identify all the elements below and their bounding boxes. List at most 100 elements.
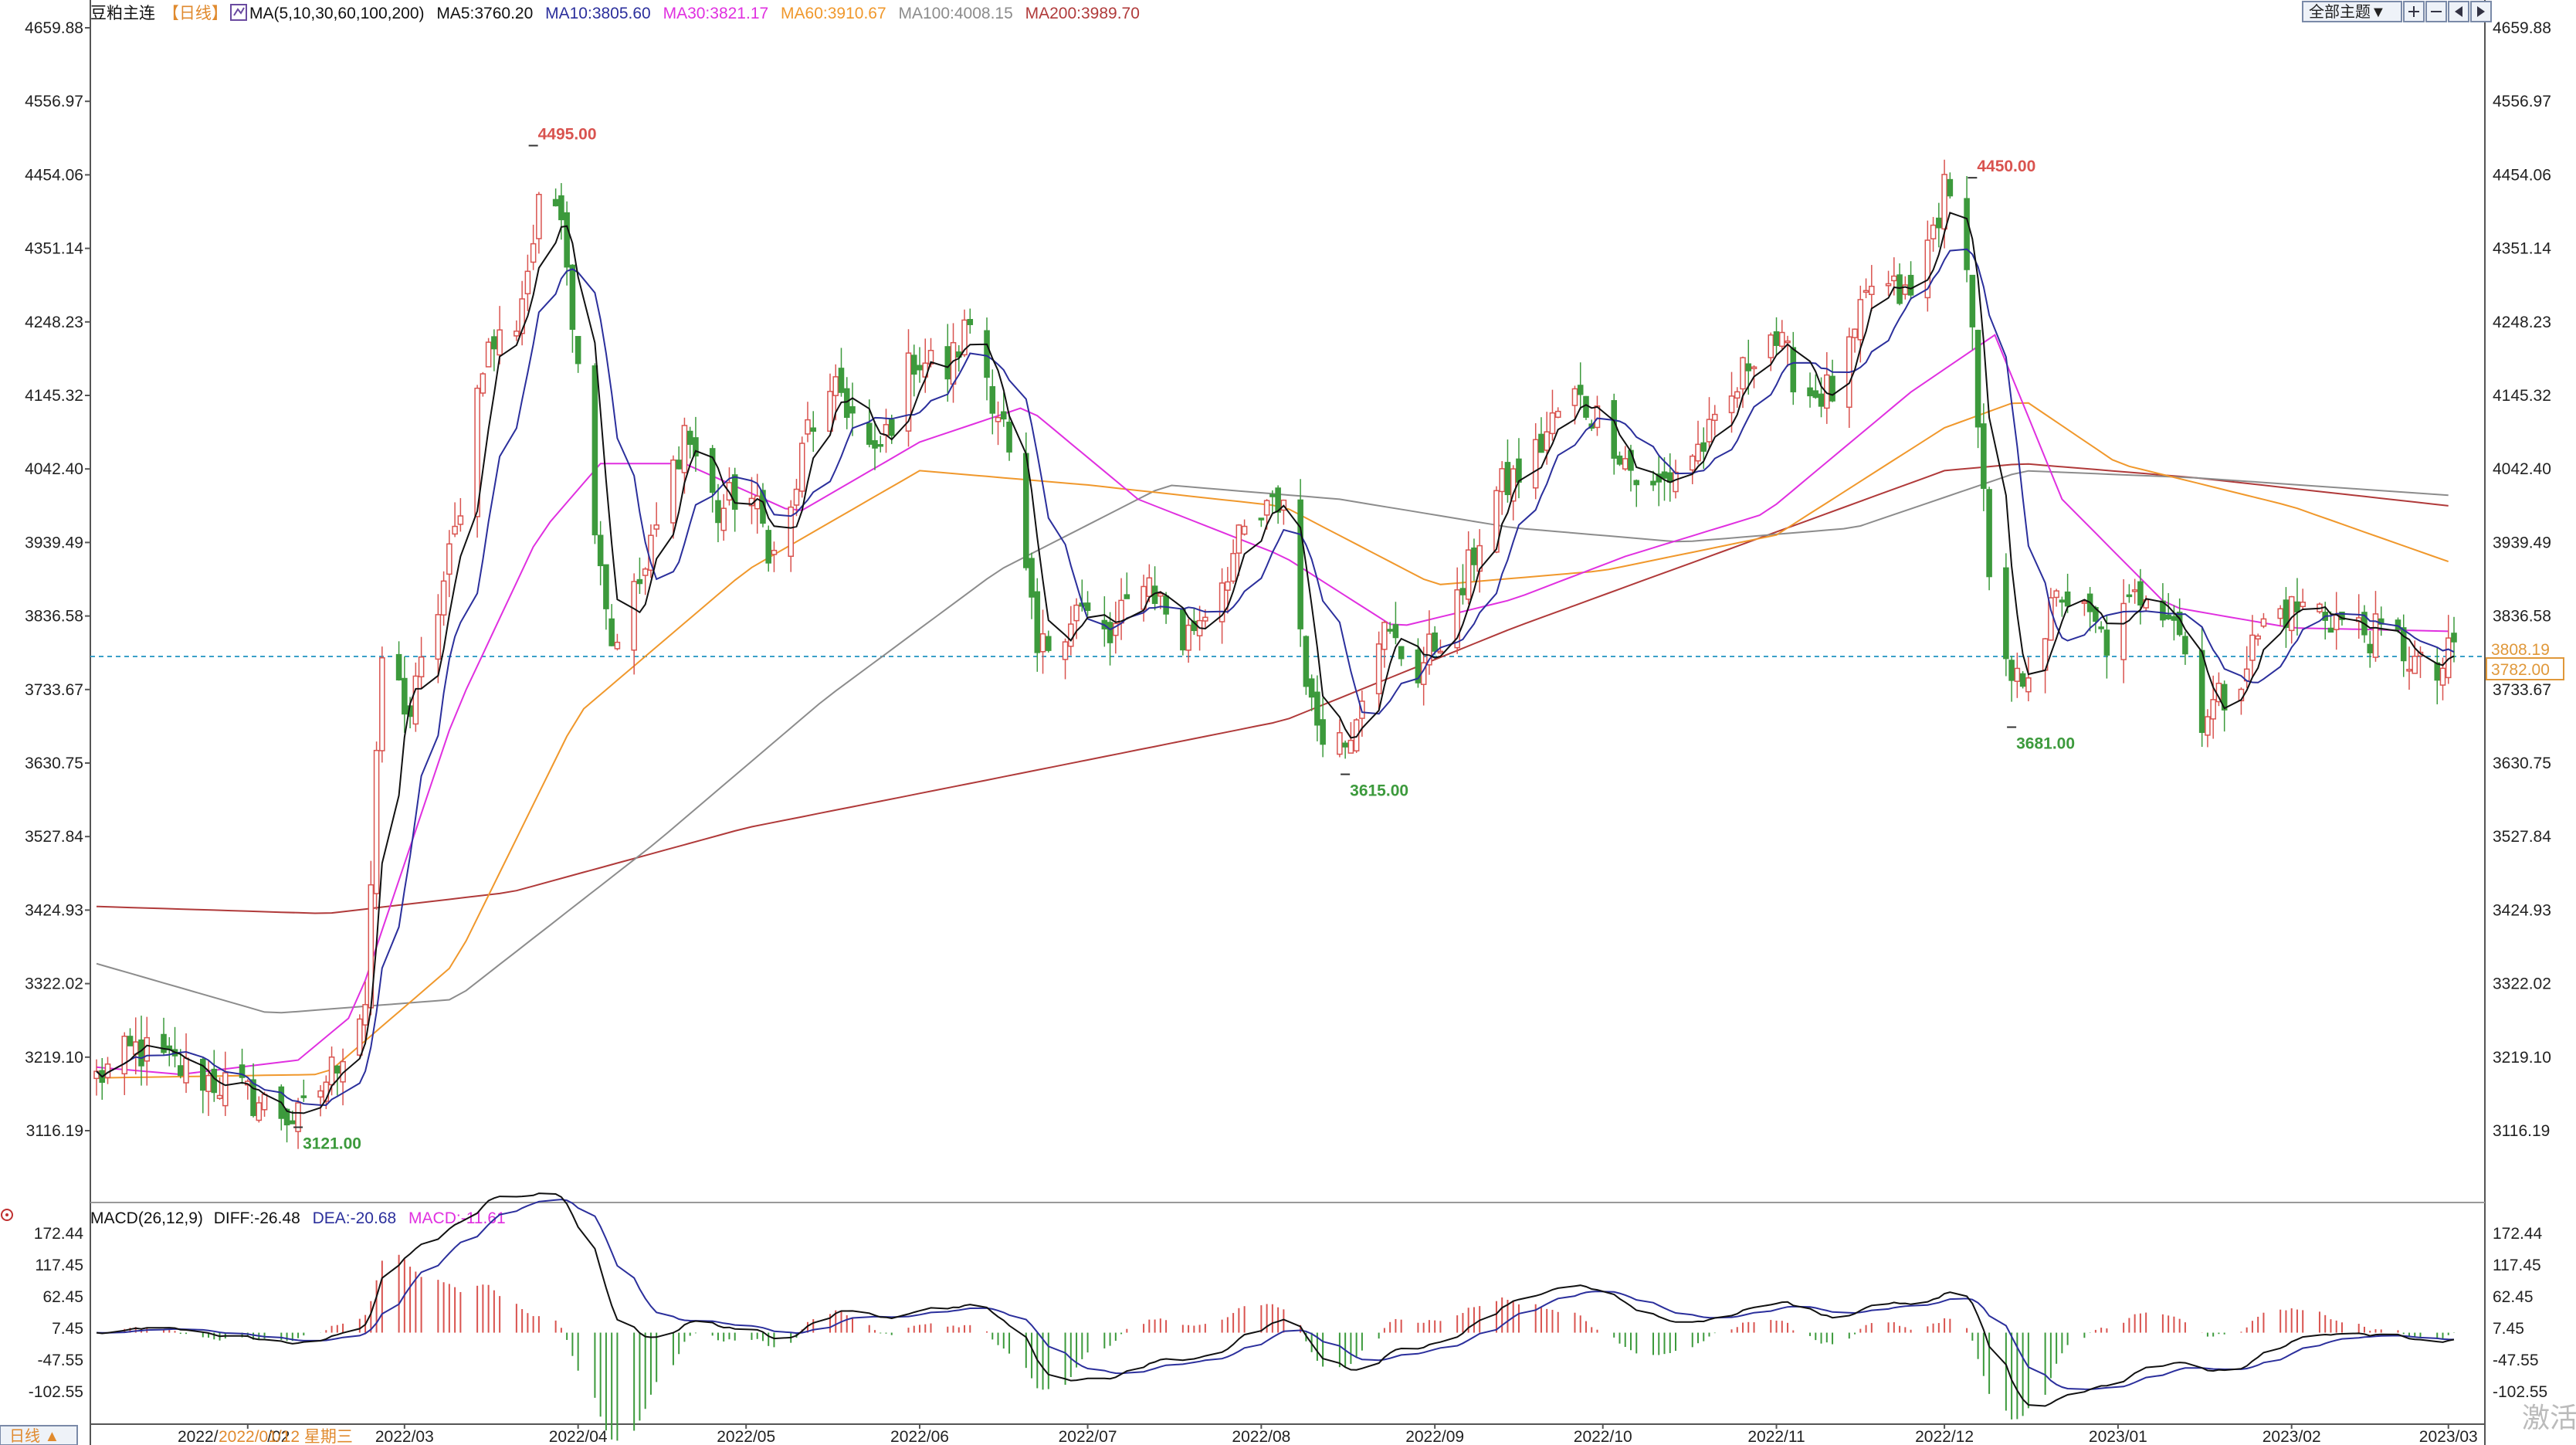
candle [1308, 674, 1315, 711]
candle-body [1981, 423, 1987, 489]
candle [2412, 640, 2418, 674]
candle-body [1426, 633, 1432, 666]
candle [984, 317, 990, 401]
candle-body [1751, 366, 1757, 369]
candle-body [1163, 595, 1169, 615]
candle-body [569, 264, 576, 331]
macd-tick-left: 62.45 [42, 1288, 83, 1306]
candle [1084, 591, 1091, 616]
candle-body [1308, 678, 1315, 698]
candle [1465, 531, 1472, 605]
candle [491, 329, 497, 371]
candle-body [805, 419, 811, 435]
candle [1258, 517, 1265, 527]
price-tick-right: 4351.14 [2493, 240, 2551, 258]
candle [771, 541, 778, 572]
macd-tick-right: -47.55 [2493, 1352, 2539, 1369]
candle [1807, 372, 1813, 408]
price-tick-left: 4042.40 [25, 460, 83, 478]
price-tick-right: 4248.23 [2493, 314, 2551, 331]
candle-body [575, 336, 581, 365]
candle-body [1034, 591, 1041, 653]
price-tick-right: 3939.49 [2493, 534, 2551, 551]
candle-body [1583, 395, 1589, 418]
candle-body [967, 318, 974, 325]
zoom-in-icon[interactable] [2403, 1, 2425, 22]
period-button[interactable] [0, 1425, 78, 1445]
candle [2098, 621, 2104, 633]
candle-body [1734, 391, 1740, 399]
candle-body [1666, 472, 1673, 483]
scroll-back-icon[interactable] [2448, 1, 2469, 22]
candle-body [810, 427, 817, 432]
candle [798, 436, 805, 498]
price-tag-lower: 3782.00 [2486, 657, 2564, 680]
candle-body [485, 341, 492, 368]
macd-tick-right: 172.44 [2493, 1225, 2543, 1243]
candle-body [1695, 443, 1701, 462]
candle [614, 633, 621, 651]
candle [1375, 631, 1382, 711]
candle-body [2395, 619, 2401, 630]
candle [395, 641, 402, 681]
candle [1471, 538, 1477, 582]
candle-body [961, 319, 968, 356]
ma60-value: MA60:3910.67 [781, 5, 886, 22]
candle-body [402, 677, 408, 715]
candle-body [1415, 650, 1422, 683]
candle-body [2081, 601, 2088, 604]
candle-body [1459, 588, 1466, 595]
candle-body [1353, 719, 1360, 751]
candle-body [883, 424, 890, 436]
candle-body [2210, 699, 2216, 720]
candle [295, 1097, 301, 1149]
candle-body [1554, 410, 1561, 418]
cursor-date-prefix: 2022/ [178, 1428, 219, 1445]
candle-body [2171, 616, 2178, 621]
candle-body [731, 474, 738, 510]
candle-body [497, 329, 503, 356]
candle-body [917, 365, 923, 371]
candle [524, 254, 531, 311]
theme-select[interactable] [2302, 1, 2402, 22]
candle-body [888, 419, 895, 436]
candle-body [2333, 614, 2340, 630]
candle [2081, 599, 2088, 616]
candle [1124, 572, 1130, 599]
candle [788, 500, 795, 572]
ma200-value: MA200:3989.70 [1025, 5, 1140, 22]
zoom-out-icon[interactable] [2425, 1, 2447, 22]
candle [2288, 595, 2295, 644]
candle-body [877, 444, 884, 447]
candle-body [1398, 646, 1405, 660]
period-tag: 【日线】 [163, 5, 228, 22]
candle-body [798, 443, 805, 492]
price-tick-left: 4454.06 [25, 166, 83, 184]
macd-settings-icon[interactable] [1, 1209, 13, 1221]
candle-body [480, 373, 486, 394]
candle-body [1471, 547, 1477, 565]
price-tick-left: 3322.02 [25, 975, 83, 993]
ma10-line [96, 248, 2455, 1107]
candle [530, 224, 537, 270]
candle [2137, 568, 2144, 625]
candle-body [2260, 618, 2267, 627]
candle [608, 604, 615, 646]
ma-settings-icon[interactable] [230, 4, 247, 21]
candle [944, 324, 951, 402]
candle [849, 382, 856, 436]
extreme-label: 3681.00 [2016, 735, 2075, 753]
candle-body [1907, 274, 1914, 296]
candle-body [849, 405, 856, 414]
candle-body [1375, 643, 1382, 694]
candle-body [905, 352, 912, 432]
candle [1936, 202, 1942, 248]
scroll-forward-icon[interactable] [2470, 1, 2492, 22]
candle-body [2367, 643, 2374, 653]
price-tick-left: 3836.58 [25, 608, 83, 626]
candle-body [838, 368, 845, 393]
candle [1947, 172, 1954, 199]
candle-body [1158, 593, 1164, 597]
candle-body [1616, 455, 1623, 465]
